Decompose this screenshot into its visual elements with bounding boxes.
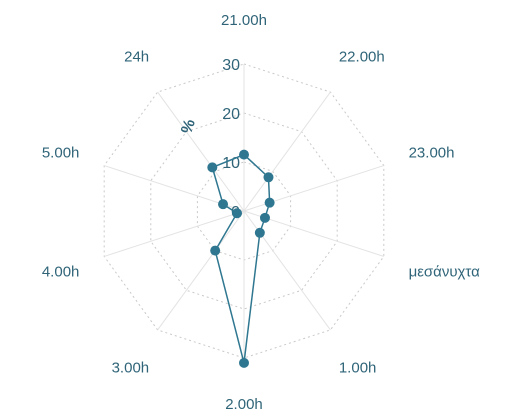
category-label: 21.00h [221,12,267,29]
data-point-22.00h [263,172,274,183]
data-point-21.00h [239,149,249,160]
spoke [157,210,245,331]
category-label: 5.00h [42,145,80,162]
data-point-2.00h [239,357,249,368]
grid-ring-3 [103,63,385,359]
category-label: 2.00h [225,396,263,413]
data-point-23.00h [264,197,275,208]
data-point-1.00h [254,227,265,238]
category-label: 3.00h [112,359,150,376]
spoke [243,91,331,212]
category-label: 24h [124,49,149,66]
radial-ticks: 0102030 [222,57,240,221]
tick-label: 30 [222,57,240,74]
series-line [211,153,271,364]
spoke [157,91,245,212]
tick-label: 10 [222,155,240,172]
tick-label: 20 [222,106,240,123]
data-point-5.00h [218,199,229,210]
data-point-24h [207,162,218,173]
grid-ring-2 [150,112,338,310]
category-label: 23.00h [409,145,455,162]
data-point-3.00h [210,245,221,256]
data-point-μεσάνυχτα [259,212,270,223]
grid [103,63,385,359]
category-label: 4.00h [42,263,80,280]
spoke [104,210,245,257]
category-labels: 21.00h 22.00h 23.00h μεσάνυχτα 1.00h 2.00h 3.0… [42,12,480,413]
category-label: 22.00h [339,49,385,66]
category-label: 1.00h [339,359,377,376]
series [207,149,275,368]
data-point-4.00h [232,208,243,219]
unit-label: % [178,117,199,136]
category-label: μεσάνυχτα [409,263,481,280]
